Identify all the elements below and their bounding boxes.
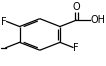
Text: F: F — [1, 16, 6, 27]
Text: F: F — [73, 43, 79, 53]
Text: OH: OH — [91, 15, 106, 25]
Text: O: O — [72, 2, 80, 12]
